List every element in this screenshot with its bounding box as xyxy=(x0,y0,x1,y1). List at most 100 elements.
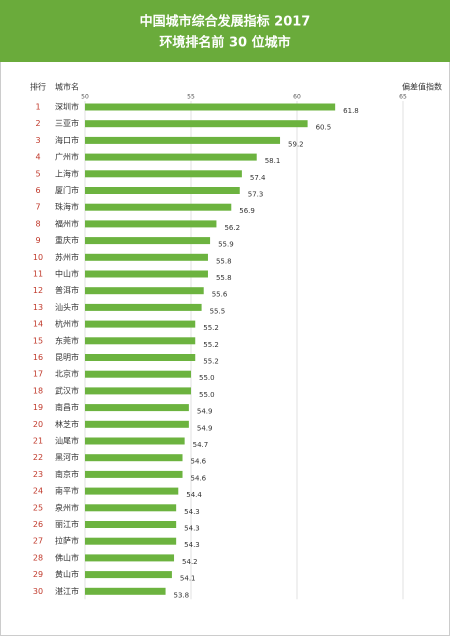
category-label: 福州市 xyxy=(55,218,79,228)
rank-label: 4 xyxy=(35,153,40,162)
value-label: 54.9 xyxy=(197,408,213,416)
rank-label: 26 xyxy=(33,520,43,529)
bar xyxy=(85,187,240,194)
rank-label: 3 xyxy=(35,136,40,145)
value-label: 55.2 xyxy=(203,358,219,366)
bar xyxy=(85,370,191,378)
rank-label: 9 xyxy=(35,236,40,245)
bar xyxy=(85,253,208,261)
bar xyxy=(85,454,183,462)
category-label: 北京市 xyxy=(55,369,79,379)
rank-label: 27 xyxy=(33,537,43,546)
rank-label: 23 xyxy=(33,470,43,479)
bar xyxy=(85,303,202,311)
rank-label: 20 xyxy=(33,420,43,429)
bar xyxy=(85,287,204,295)
chart-title: 中国城市综合发展指标 2017 xyxy=(140,14,311,30)
category-label: 林芝市 xyxy=(55,419,79,429)
bar xyxy=(85,120,308,128)
rank-header: 排行 xyxy=(30,82,46,92)
rank-label: 18 xyxy=(33,386,43,395)
category-label: 泉州市 xyxy=(55,502,79,512)
bar xyxy=(85,354,196,361)
x-tick-label: 60 xyxy=(293,94,301,101)
value-label: 55.2 xyxy=(203,341,219,349)
bar xyxy=(85,387,191,395)
category-label: 黑河市 xyxy=(55,452,79,462)
x-tick-label: 50 xyxy=(81,94,89,101)
bar xyxy=(85,203,232,211)
bar xyxy=(85,487,179,495)
bar xyxy=(85,270,208,278)
rank-label: 15 xyxy=(33,336,43,345)
value-label: 54.7 xyxy=(193,441,209,449)
chart-subtitle: 环境排名前 30 位城市 xyxy=(159,35,290,51)
category-label: 南平市 xyxy=(55,486,79,496)
value-header: 偏差值指数 xyxy=(402,82,442,92)
bar xyxy=(85,404,189,412)
value-label: 60.5 xyxy=(316,124,332,132)
bar xyxy=(85,587,166,595)
header-band xyxy=(0,0,450,62)
category-label: 昆明市 xyxy=(55,352,79,362)
rank-label: 25 xyxy=(33,503,43,512)
value-label: 53.8 xyxy=(174,591,190,599)
rank-label: 17 xyxy=(33,370,43,379)
value-label: 54.2 xyxy=(182,558,198,566)
category-label: 南京市 xyxy=(55,469,79,479)
category-label: 重庆市 xyxy=(55,235,79,245)
rank-label: 13 xyxy=(33,303,43,312)
category-label: 武汉市 xyxy=(55,385,79,395)
value-label: 55.5 xyxy=(210,307,226,315)
rank-label: 2 xyxy=(35,119,40,128)
bar xyxy=(85,420,189,428)
rank-label: 11 xyxy=(33,270,43,279)
category-label: 三亚市 xyxy=(55,118,79,128)
bar xyxy=(85,337,196,345)
rank-label: 10 xyxy=(33,253,43,262)
bar xyxy=(85,504,177,512)
bar xyxy=(85,521,177,528)
rank-label: 21 xyxy=(33,437,43,446)
rank-label: 7 xyxy=(35,203,40,212)
value-label: 55.6 xyxy=(212,291,228,299)
rank-label: 1 xyxy=(35,103,40,112)
category-label: 普洱市 xyxy=(55,285,79,295)
rank-label: 5 xyxy=(35,169,40,178)
category-label: 中山市 xyxy=(55,269,79,279)
value-label: 55.8 xyxy=(216,274,232,282)
bar xyxy=(85,237,211,245)
rank-label: 16 xyxy=(33,353,43,362)
category-label: 苏州市 xyxy=(55,252,79,262)
rank-label: 14 xyxy=(33,320,43,329)
category-label: 黄山市 xyxy=(55,569,79,579)
category-label: 南昌市 xyxy=(55,402,79,412)
category-label: 深圳市 xyxy=(55,102,79,112)
category-label: 上海市 xyxy=(55,168,79,178)
rank-label: 19 xyxy=(33,403,43,412)
value-label: 54.3 xyxy=(184,508,200,516)
rank-label: 30 xyxy=(33,587,43,596)
bar xyxy=(85,571,172,579)
value-label: 57.4 xyxy=(250,174,266,182)
bar xyxy=(85,170,242,178)
bar xyxy=(85,437,185,445)
bar xyxy=(85,103,336,111)
category-label: 广州市 xyxy=(55,152,79,162)
bar xyxy=(85,554,175,562)
rank-label: 8 xyxy=(35,219,40,228)
value-label: 55.0 xyxy=(199,374,215,382)
category-label: 汕头市 xyxy=(55,302,79,312)
category-label: 厦门市 xyxy=(55,185,79,195)
value-label: 56.9 xyxy=(239,207,255,215)
category-label: 海口市 xyxy=(55,135,79,145)
value-label: 55.2 xyxy=(203,324,219,332)
x-tick-label: 55 xyxy=(187,94,195,101)
value-label: 55.0 xyxy=(199,391,215,399)
rank-label: 24 xyxy=(33,487,43,496)
value-label: 55.9 xyxy=(218,241,234,249)
value-label: 54.6 xyxy=(191,474,207,482)
value-label: 59.2 xyxy=(288,140,304,148)
value-label: 54.1 xyxy=(180,575,196,583)
category-label: 杭州市 xyxy=(55,319,79,329)
